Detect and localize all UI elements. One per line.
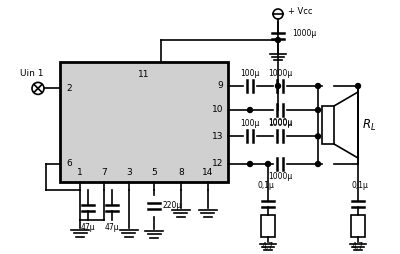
Circle shape	[316, 162, 320, 167]
Text: 100µ: 100µ	[240, 69, 260, 78]
Text: Uin 1: Uin 1	[20, 69, 44, 78]
Text: 1000µ: 1000µ	[292, 29, 316, 39]
Text: 2: 2	[66, 84, 72, 93]
Text: 3: 3	[126, 168, 132, 177]
Circle shape	[248, 162, 252, 167]
Text: 13: 13	[212, 132, 223, 141]
Text: 11: 11	[138, 70, 150, 79]
Bar	[261, 215, 275, 237]
Text: 4,7: 4,7	[352, 242, 364, 251]
Text: 14: 14	[202, 168, 214, 177]
Text: 12: 12	[212, 160, 223, 168]
Circle shape	[316, 107, 320, 113]
Circle shape	[276, 84, 280, 88]
Text: 1000µ: 1000µ	[268, 172, 292, 181]
Bar	[322, 106, 334, 144]
Text: 0,1µ: 0,1µ	[352, 181, 368, 190]
Text: 8: 8	[178, 168, 184, 177]
Text: 1000µ: 1000µ	[268, 69, 292, 78]
Bar	[351, 215, 365, 237]
Text: 1000µ: 1000µ	[268, 119, 292, 129]
Circle shape	[316, 84, 320, 88]
Text: 7: 7	[101, 168, 106, 177]
Text: 5: 5	[151, 168, 157, 177]
Bar	[60, 62, 228, 182]
Text: $R_L$: $R_L$	[362, 117, 376, 133]
Circle shape	[266, 162, 270, 167]
Text: 47µ: 47µ	[81, 223, 96, 232]
Text: 1000µ: 1000µ	[268, 118, 292, 127]
Text: 10: 10	[212, 105, 223, 115]
Text: 6: 6	[66, 160, 72, 168]
Text: 9: 9	[217, 82, 223, 90]
Circle shape	[316, 134, 320, 139]
Text: 220µ: 220µ	[162, 201, 181, 211]
Text: + Vcc: + Vcc	[288, 8, 312, 17]
Circle shape	[248, 107, 252, 113]
Text: 1: 1	[77, 168, 83, 177]
Text: 4,7: 4,7	[262, 242, 274, 251]
Circle shape	[356, 84, 360, 88]
Text: 100µ: 100µ	[240, 119, 260, 129]
Text: 0,1µ: 0,1µ	[258, 181, 274, 190]
Circle shape	[276, 38, 280, 42]
Text: 47µ: 47µ	[104, 223, 119, 232]
